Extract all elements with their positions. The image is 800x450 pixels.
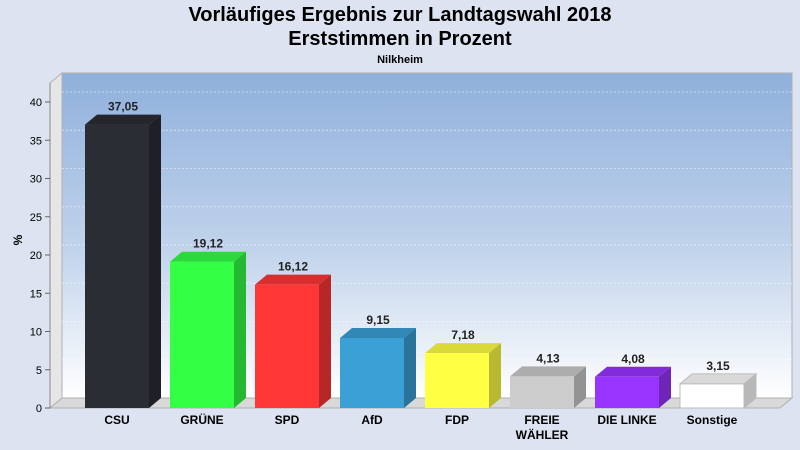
bar-side <box>659 366 671 408</box>
bar-side <box>319 274 331 408</box>
bar <box>340 338 404 408</box>
category-label: WÄHLER <box>516 427 569 442</box>
bar-top <box>340 328 416 339</box>
y-tick-label: 30 <box>30 174 42 186</box>
y-tick-label: 35 <box>30 135 42 147</box>
bars <box>85 114 758 410</box>
y-tick-label: 20 <box>30 250 42 262</box>
y-tick-label: 10 <box>30 327 42 339</box>
bar-top <box>85 114 161 125</box>
bar <box>510 376 574 408</box>
data-labels: 37,05 19,12 16,12 9,15 7,18 4,13 4,08 3,15 <box>108 100 730 373</box>
y-tick-label: 5 <box>36 365 42 377</box>
category-label: FREIE <box>524 413 559 427</box>
bar <box>679 383 745 409</box>
y-axis-ticks: 0 5 10 15 20 25 30 35 40 <box>30 97 50 415</box>
bar <box>595 376 659 408</box>
bar-top <box>425 343 501 354</box>
bar <box>85 124 149 408</box>
bar <box>425 353 489 408</box>
bar-side <box>234 251 246 408</box>
y-tick-label: 40 <box>30 97 42 109</box>
bar-top <box>678 373 758 385</box>
data-label: 37,05 <box>108 100 138 114</box>
chart-side-wall <box>49 71 63 410</box>
category-label: SPD <box>275 413 300 427</box>
bar-top <box>595 366 671 377</box>
data-label: 9,15 <box>366 313 390 327</box>
category-label: Sonstige <box>687 413 738 427</box>
category-label: AfD <box>361 413 383 427</box>
data-label: 3,15 <box>706 359 730 373</box>
bar-top <box>170 251 246 262</box>
category-label: DIE LINKE <box>597 413 656 427</box>
data-label: 4,13 <box>536 351 560 365</box>
bar-side <box>574 366 586 408</box>
chart-title: Vorläufiges Ergebnis zur Landtagswahl 20… <box>188 4 612 26</box>
y-tick-label: 25 <box>30 212 42 224</box>
data-label: 4,08 <box>621 352 645 366</box>
chart-title-line-2: Erststimmen in Prozent <box>288 28 512 50</box>
chart-subtitle: Nilkheim <box>377 54 423 66</box>
category-label: GRÜNE <box>180 412 223 427</box>
category-label: FDP <box>445 413 469 427</box>
data-label: 7,18 <box>451 328 475 342</box>
bar <box>255 284 319 408</box>
bar <box>170 261 234 408</box>
category-label: CSU <box>104 413 129 427</box>
bar-side <box>489 343 501 408</box>
y-axis-label: % <box>11 234 25 245</box>
bar-side <box>149 114 161 408</box>
bar-top <box>255 274 331 285</box>
y-tick-label: 0 <box>36 403 42 415</box>
bar-side <box>404 328 416 408</box>
y-tick-label: 15 <box>30 288 42 300</box>
data-label: 16,12 <box>278 260 308 274</box>
bar-top <box>510 366 586 377</box>
data-label: 19,12 <box>193 237 223 251</box>
